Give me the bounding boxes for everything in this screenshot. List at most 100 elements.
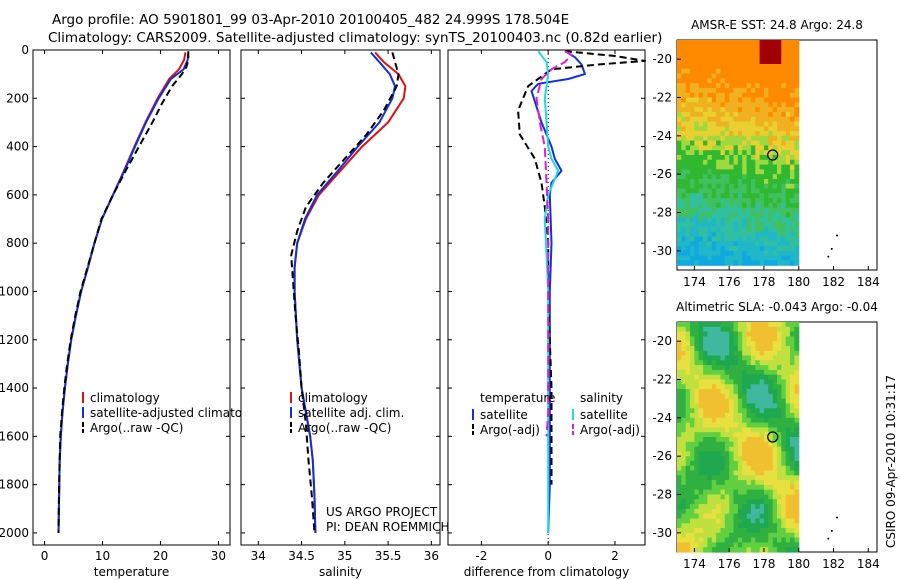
map-cell [759, 374, 765, 381]
map-cell [764, 441, 769, 448]
map-cell [707, 489, 713, 496]
map-cell [711, 523, 717, 529]
map-cell [694, 83, 700, 89]
map-cell [690, 131, 695, 137]
map-cell [737, 97, 743, 103]
map-cell [790, 49, 795, 55]
map-cell [772, 451, 778, 457]
map-cell [729, 336, 735, 342]
map-cell [781, 508, 787, 515]
map-cell [677, 494, 682, 500]
map-cell [742, 508, 748, 515]
map-cell [677, 336, 682, 342]
map-cell [759, 246, 765, 252]
map-cell [711, 341, 717, 347]
map-cell [777, 246, 782, 252]
map-cell [768, 451, 774, 457]
map-cell [742, 92, 748, 99]
map-cell [720, 250, 726, 257]
map-cell [716, 446, 721, 452]
map-cell [772, 365, 778, 371]
map-cell [759, 470, 765, 476]
map-cell [733, 422, 739, 428]
map-cell [785, 350, 791, 357]
map-cell [685, 432, 691, 438]
map-cell [790, 403, 795, 409]
map-cell [733, 393, 739, 400]
map-cell [724, 532, 730, 539]
map-cell [716, 73, 721, 79]
map-cell [785, 508, 791, 515]
map-cell [685, 542, 691, 548]
map-cell [781, 504, 787, 510]
map-cell [742, 341, 748, 347]
map-cell [698, 250, 704, 257]
map-cell [755, 54, 761, 60]
map-cell [720, 179, 726, 185]
map-cell [777, 413, 782, 419]
map-cell [685, 393, 691, 400]
map-cell [755, 360, 761, 366]
map-cell [698, 331, 704, 337]
map-cell [685, 183, 691, 190]
map-cell [790, 322, 795, 328]
map-cell [781, 432, 787, 438]
map-cell [694, 155, 700, 161]
map-cell [711, 135, 717, 142]
map-cell [772, 135, 778, 142]
map-cell [777, 475, 782, 481]
map-cell [681, 413, 687, 419]
map-cell [694, 360, 700, 366]
map-cell [694, 403, 700, 409]
x-tick-label: 0 [544, 549, 552, 563]
map-field [677, 40, 800, 266]
map-cell [790, 480, 795, 486]
map-cell [781, 145, 787, 151]
map-cell [716, 183, 721, 190]
map-cell [733, 212, 739, 218]
map-cell [681, 231, 687, 238]
map-cell [785, 212, 791, 218]
map-cell [677, 322, 682, 328]
map-cell [677, 384, 682, 390]
map-cell [681, 59, 687, 65]
map-cell [790, 513, 795, 520]
map-cell [755, 408, 761, 414]
map-cell [768, 222, 774, 228]
map-cell [750, 422, 756, 428]
map-cell [703, 427, 708, 433]
map-cell [742, 470, 748, 476]
map-cell [790, 523, 795, 529]
map-cell [720, 451, 726, 457]
map-cell [772, 437, 778, 443]
map-cell [733, 322, 739, 328]
map-cell [724, 83, 730, 89]
map-cell [690, 422, 695, 428]
project-label: US ARGO PROJECT [326, 505, 438, 519]
map-cell [781, 44, 787, 51]
map-cell [781, 374, 787, 381]
map-cell [724, 461, 730, 467]
map-cell [707, 255, 713, 261]
map-cell [785, 49, 791, 55]
map-cell [729, 513, 735, 520]
map-cell [777, 174, 782, 180]
map-cell [777, 393, 782, 400]
map-cell [703, 408, 708, 414]
map-cell [716, 456, 721, 462]
map-cell [759, 403, 765, 409]
map-cell [737, 446, 743, 452]
map-cell [685, 236, 691, 242]
map-cell [759, 92, 765, 99]
map-cell [764, 341, 769, 347]
map-cell [707, 78, 713, 84]
map-cell [768, 408, 774, 414]
map-cell [694, 226, 700, 233]
map-cell [724, 437, 730, 443]
map-cell [755, 102, 761, 108]
map-cell [737, 202, 743, 209]
map-cell [746, 451, 752, 457]
x-tick-label: 35 [337, 549, 352, 563]
map-cell [711, 217, 717, 223]
